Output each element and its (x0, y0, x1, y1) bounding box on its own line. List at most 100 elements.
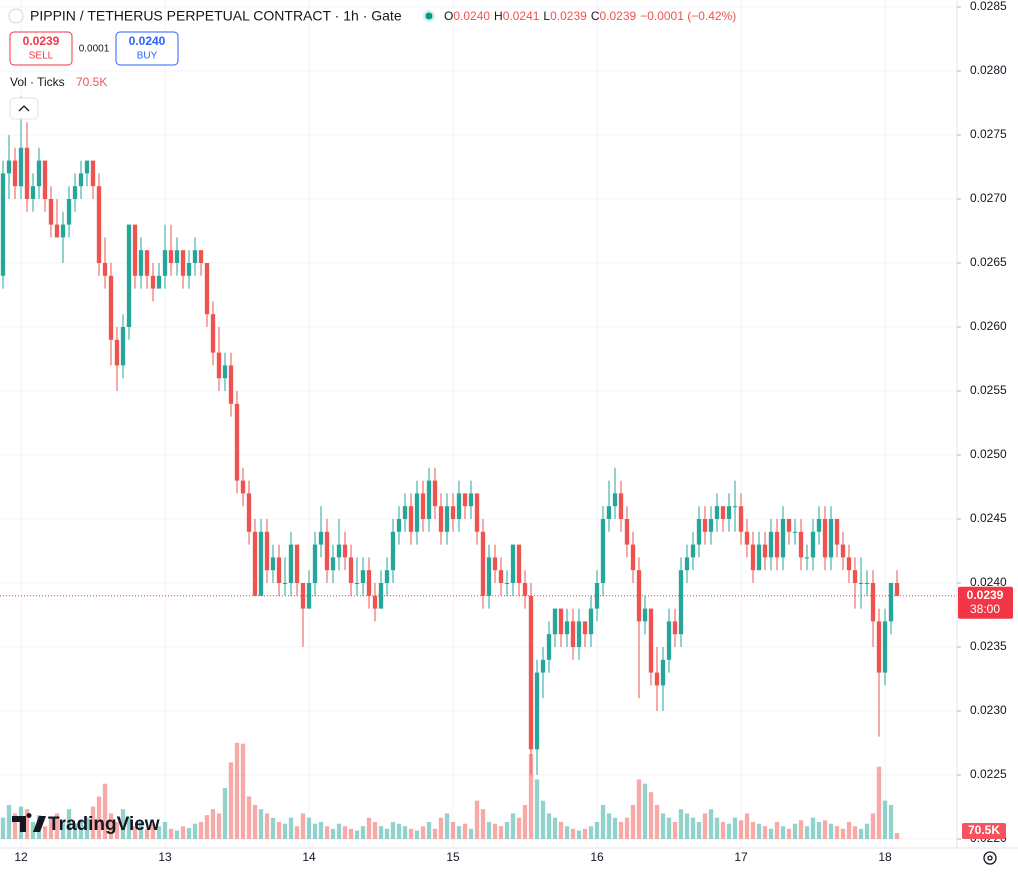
candle-body (408, 506, 414, 532)
candle-body (732, 506, 738, 508)
volume-bar (330, 828, 336, 839)
volume-bar (150, 823, 156, 839)
candle-body (42, 160, 48, 199)
legend-value: 0.0239 (599, 9, 636, 23)
volume-bar (636, 779, 642, 839)
legend-change: −0.0001 (−0.42%) (640, 9, 736, 23)
y-tick-label: 0.0255 (970, 383, 1007, 397)
candle-body (648, 608, 654, 673)
candle-body (252, 531, 258, 596)
volume-bar (696, 821, 702, 839)
buy-price[interactable]: 0.0240 (129, 34, 166, 48)
volume-bar (624, 817, 630, 839)
volume-bar (810, 817, 816, 839)
candle-body (138, 250, 144, 276)
candle-body (102, 263, 108, 276)
volume-bar (108, 813, 114, 839)
volume-bar (12, 813, 18, 839)
volume-bar (474, 800, 480, 839)
volume-bar (378, 826, 384, 839)
volume-bar (252, 804, 258, 839)
sell-label[interactable]: SELL (29, 51, 54, 62)
volume-bar (750, 821, 756, 839)
volume-bar (576, 830, 582, 839)
volume-bar (96, 796, 102, 839)
last-price-label: 0.0239 (967, 588, 1004, 602)
volume-bar (180, 826, 186, 839)
candle-body (126, 224, 132, 327)
collapse-button[interactable] (9, 97, 39, 120)
collapse-icon[interactable] (18, 105, 30, 112)
candle-body (546, 634, 552, 660)
volume-bar (258, 809, 264, 839)
candle-body (558, 608, 564, 635)
volume-bar (240, 743, 246, 839)
volume-bar (6, 804, 12, 839)
volume-bar (762, 826, 768, 839)
volume-bar (30, 821, 36, 839)
volume-bar (216, 813, 222, 839)
volume-bar (78, 820, 84, 839)
volume-bar (432, 828, 438, 839)
volume-bar (540, 800, 546, 839)
volume-bar (612, 817, 618, 839)
candle-body (726, 506, 732, 519)
volume-bar (852, 826, 858, 839)
volume-bar (0, 817, 6, 839)
volume-bar (414, 830, 420, 839)
volume-bar (504, 821, 510, 839)
candle-body (792, 531, 798, 533)
volume-bar (804, 826, 810, 839)
sell-price[interactable]: 0.0239 (23, 34, 60, 48)
candle-body (534, 672, 540, 750)
volume-bar (822, 820, 828, 839)
candle-body (240, 480, 246, 494)
volume-bar (210, 809, 216, 839)
volume-bar (60, 821, 66, 839)
volume-bar (462, 823, 468, 839)
candle-body (762, 544, 768, 558)
volume-bar (828, 823, 834, 839)
candle-body (498, 570, 504, 583)
buy-button[interactable] (115, 31, 179, 66)
volume-bar (300, 813, 306, 839)
candle-body (786, 519, 792, 532)
y-tick-label: 0.0285 (970, 0, 1007, 13)
volume-bar (132, 826, 138, 839)
candle-body (750, 544, 756, 571)
volume-bar (372, 821, 378, 839)
candle-body (588, 608, 594, 635)
candle-body (744, 531, 750, 545)
settings-icon[interactable] (983, 851, 997, 865)
candle-body (60, 224, 66, 238)
volume-bar (510, 813, 516, 839)
candle-body (780, 519, 786, 558)
candle-body (210, 314, 216, 353)
symbol-title: PIPPIN / TETHERUS PERPETUAL CONTRACT · 1… (30, 8, 402, 24)
candle-body (576, 621, 582, 647)
volume-bar (264, 813, 270, 839)
candle-body (672, 621, 678, 635)
candle-body (486, 557, 492, 596)
volume-bar (90, 806, 96, 839)
sell-button[interactable] (9, 31, 73, 66)
volume-bar (732, 817, 738, 839)
candle-body (654, 672, 660, 686)
volume-bar (690, 817, 696, 839)
x-tick-label: 12 (14, 850, 28, 864)
volume-bar (114, 821, 120, 839)
volume-bar (402, 826, 408, 839)
settings-icon-center[interactable] (987, 855, 993, 861)
legend-key: C (591, 9, 600, 23)
candle-body (246, 493, 252, 532)
buy-label[interactable]: BUY (137, 51, 158, 62)
candle-body (618, 493, 624, 519)
legend-value: 0.0240 (453, 9, 490, 23)
candle-body (522, 583, 528, 596)
candle-body (288, 544, 294, 583)
volume-bar (882, 800, 888, 839)
candle-body (462, 493, 468, 507)
candle-body (114, 339, 120, 366)
volume-bar (846, 821, 852, 839)
candle-body (804, 557, 810, 559)
